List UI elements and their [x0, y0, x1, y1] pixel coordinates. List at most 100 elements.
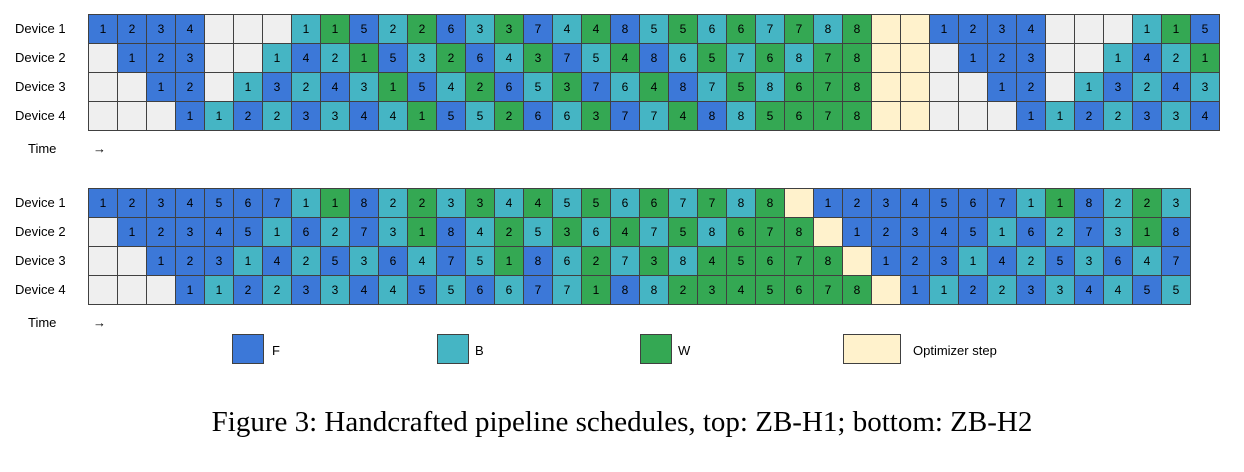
forward-block: 2 [987, 43, 1017, 73]
device-label: Device 2 [15, 224, 66, 239]
forward-block: 8 [523, 246, 553, 276]
weight-block: 7 [784, 246, 814, 276]
forward-block: 1 [117, 217, 147, 247]
backward-block: 4 [552, 14, 582, 44]
weight-block: 5 [755, 101, 785, 131]
weight-block: 2 [494, 101, 524, 131]
backward-block: 8 [639, 275, 669, 305]
backward-block: 2 [291, 72, 321, 102]
forward-block: 6 [494, 72, 524, 102]
device-label: Device 1 [15, 195, 66, 210]
backward-block: 7 [726, 43, 756, 73]
backward-block: 2 [262, 101, 292, 131]
backward-block: 2 [1161, 43, 1191, 73]
backward-block: 1 [1132, 14, 1162, 44]
weight-block: 1 [581, 275, 611, 305]
weight-block: 5 [668, 217, 698, 247]
weight-block: 4 [668, 101, 698, 131]
forward-block: 4 [929, 217, 959, 247]
forward-block: 2 [233, 275, 263, 305]
forward-block: 5 [1045, 246, 1075, 276]
backward-block: 2 [987, 275, 1017, 305]
weight-block: 2 [436, 43, 466, 73]
forward-block: 8 [1074, 188, 1104, 218]
backward-block: 3 [465, 14, 495, 44]
weight-block: 8 [842, 275, 872, 305]
optimizer-block [871, 275, 901, 305]
weight-block: 2 [407, 14, 437, 44]
backward-block: 8 [726, 188, 756, 218]
forward-block: 3 [291, 101, 321, 131]
weight-block: 3 [639, 246, 669, 276]
forward-block: 2 [842, 188, 872, 218]
weight-block: 8 [842, 43, 872, 73]
forward-block: 8 [349, 188, 379, 218]
idle-block [88, 217, 118, 247]
forward-block: 1 [842, 217, 872, 247]
device-label: Device 3 [15, 79, 66, 94]
idle-block [958, 72, 988, 102]
weight-block: 5 [668, 14, 698, 44]
backward-block: 8 [784, 43, 814, 73]
idle-block [88, 275, 118, 305]
weight-block: 4 [610, 43, 640, 73]
backward-block: 8 [697, 217, 727, 247]
weight-block: 3 [465, 188, 495, 218]
backward-block: 6 [552, 246, 582, 276]
idle-block [929, 43, 959, 73]
forward-block: 4 [349, 101, 379, 131]
backward-block: 7 [552, 275, 582, 305]
backward-block: 2 [291, 246, 321, 276]
weight-block: 8 [842, 72, 872, 102]
backward-block: 5 [523, 217, 553, 247]
backward-block: 1 [204, 275, 234, 305]
backward-block: 2 [378, 188, 408, 218]
backward-block: 2 [320, 43, 350, 73]
backward-block: 7 [755, 14, 785, 44]
backward-block: 2 [262, 275, 292, 305]
forward-block: 1 [175, 101, 205, 131]
backward-block: 5 [523, 72, 553, 102]
idle-block [88, 72, 118, 102]
weight-block: 8 [784, 217, 814, 247]
backward-block: 6 [610, 72, 640, 102]
backward-block: 7 [697, 72, 727, 102]
weight-block: 5 [726, 72, 756, 102]
forward-block: 7 [552, 43, 582, 73]
backward-block: 1 [1074, 72, 1104, 102]
weight-block: 2 [668, 275, 698, 305]
backward-block: 3 [1161, 188, 1191, 218]
forward-block: 8 [639, 43, 669, 73]
time-arrow-icon: → [93, 141, 106, 156]
weight-block: 8 [813, 246, 843, 276]
optimizer-block [784, 188, 814, 218]
backward-block: 2 [1103, 101, 1133, 131]
forward-block: 3 [929, 246, 959, 276]
backward-block: 3 [378, 217, 408, 247]
weight-block: 8 [842, 14, 872, 44]
idle-block [929, 101, 959, 131]
weight-block: 6 [784, 72, 814, 102]
weight-block: 5 [755, 275, 785, 305]
weight-block: 1 [1132, 217, 1162, 247]
weight-block: 5 [697, 43, 727, 73]
legend-label-f: F [272, 343, 280, 358]
weight-block: 6 [755, 246, 785, 276]
backward-block: 4 [494, 43, 524, 73]
backward-block: 3 [1045, 275, 1075, 305]
legend-swatch-b [437, 334, 469, 364]
idle-block [987, 101, 1017, 131]
forward-block: 6 [233, 188, 263, 218]
forward-block: 3 [175, 43, 205, 73]
backward-block: 6 [581, 217, 611, 247]
backward-block: 1 [1045, 101, 1075, 131]
weight-block: 2 [465, 72, 495, 102]
weight-block: 1 [320, 14, 350, 44]
weight-block: 6 [726, 217, 756, 247]
forward-block: 3 [262, 72, 292, 102]
weight-block: 3 [581, 101, 611, 131]
forward-block: 3 [146, 188, 176, 218]
idle-block [88, 43, 118, 73]
backward-block: 3 [320, 101, 350, 131]
weight-block: 6 [784, 101, 814, 131]
